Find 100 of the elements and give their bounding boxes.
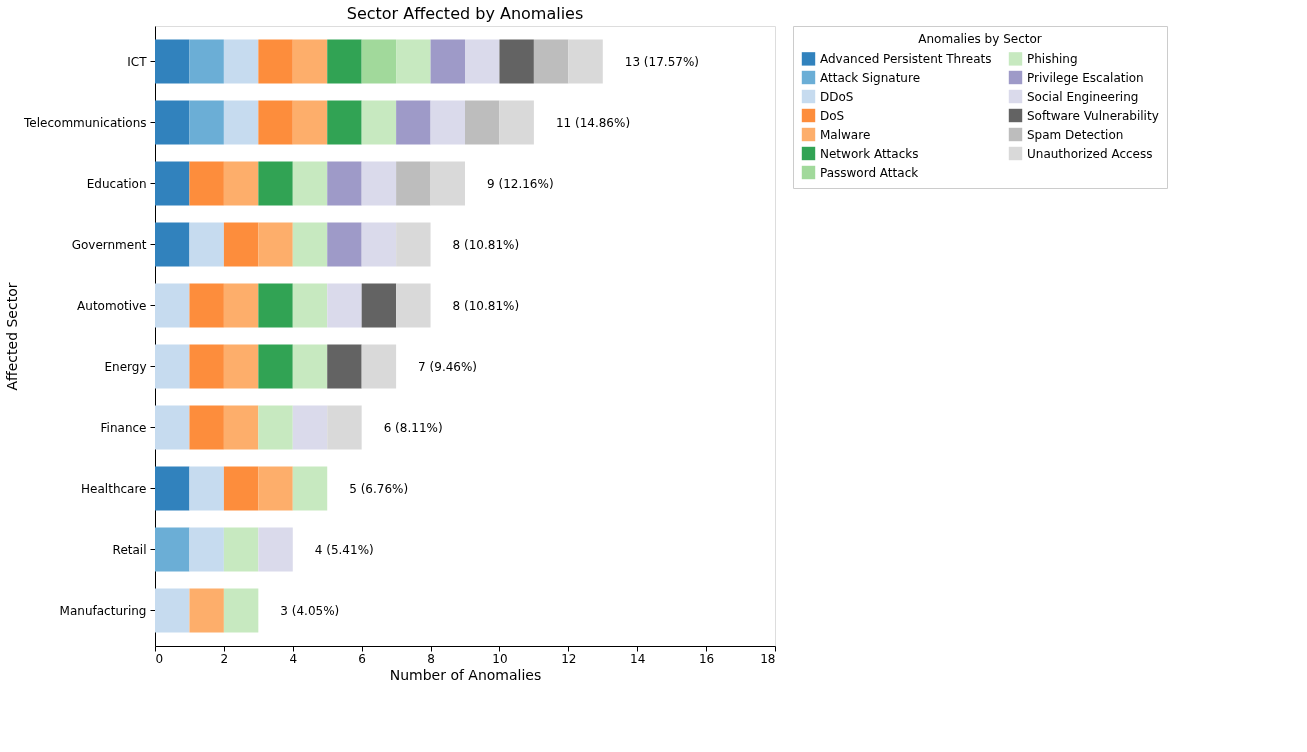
bar [465, 39, 500, 84]
legend-label: Advanced Persistent Threats [820, 51, 992, 66]
bar [155, 222, 190, 267]
bar [223, 405, 259, 450]
bar [396, 283, 431, 328]
bar [155, 466, 190, 511]
bar [155, 100, 190, 145]
bar [361, 283, 397, 328]
total-label: 9 (12.16%) [487, 176, 554, 191]
bar [292, 405, 328, 450]
bar [189, 161, 224, 206]
bar [155, 161, 190, 206]
total-label: 13 (17.57%) [624, 54, 699, 69]
legend-label: Network Attacks [820, 146, 919, 161]
bar [361, 161, 397, 206]
bar [465, 100, 500, 145]
bar [189, 100, 224, 145]
bar [189, 588, 224, 633]
legend-label: Spam Detection [1027, 127, 1124, 142]
total-label: 11 (14.86%) [555, 115, 631, 130]
bar [155, 283, 190, 328]
legend-title: Anomalies by Sector [918, 32, 1042, 46]
y-tick-label: Retail [112, 543, 147, 557]
bar [292, 344, 328, 389]
legend-label: Social Engineering [1027, 89, 1139, 104]
y-tick-label: Healthcare [81, 482, 147, 496]
bar [327, 222, 362, 267]
bar [327, 344, 362, 389]
bar [327, 283, 362, 328]
bar [292, 222, 328, 267]
bar [189, 405, 224, 450]
x-tick-label: 6 [358, 651, 366, 666]
bar [396, 39, 431, 84]
y-axis-title: Affected Sector [4, 282, 21, 391]
bar [327, 405, 362, 450]
legend-label: Password Attack [820, 165, 919, 180]
y-tick-label: Automotive [77, 299, 147, 313]
bar [327, 161, 362, 206]
x-tick-label: 16 [698, 651, 715, 666]
bar [189, 283, 224, 328]
x-axis-title: Number of Anomalies [389, 666, 542, 683]
bar [155, 588, 190, 633]
bar [430, 161, 465, 206]
total-label: 8 (10.81%) [452, 237, 520, 252]
x-tick-label: 0 [155, 651, 164, 666]
x-tick-label: 8 [427, 651, 435, 666]
bar [258, 283, 293, 328]
bar [361, 100, 397, 145]
bar [223, 161, 259, 206]
bar [189, 39, 224, 84]
bar [533, 39, 569, 84]
legend-label: DDoS [820, 89, 854, 104]
y-tick-label: Energy [104, 360, 147, 374]
bar [361, 39, 397, 84]
bar [189, 527, 224, 572]
legend-label: Software Vulnerability [1027, 108, 1159, 123]
bar [292, 39, 328, 84]
x-tick-label: 18 [760, 651, 776, 666]
bar [258, 39, 293, 84]
total-label: 6 (8.11%) [383, 420, 443, 435]
legend-label: Malware [820, 127, 871, 142]
bar [430, 39, 465, 84]
x-tick-label: 14 [630, 651, 646, 666]
legend-label: Phishing [1027, 51, 1078, 66]
legend-label: Unauthorized Access [1027, 146, 1153, 161]
total-label: 4 (5.41%) [314, 542, 374, 557]
bar [223, 100, 259, 145]
bar [327, 100, 362, 145]
bar [292, 100, 328, 145]
bar [292, 466, 328, 511]
legend-label: DoS [820, 108, 845, 123]
total-label: 7 (9.46%) [418, 359, 478, 374]
bar [223, 39, 259, 84]
bar [223, 283, 259, 328]
bar [223, 344, 259, 389]
bar [258, 527, 293, 572]
bar [499, 100, 534, 145]
y-tick-label: Finance [100, 421, 147, 435]
bar [258, 222, 293, 267]
bar [396, 100, 431, 145]
bar [189, 466, 224, 511]
x-tick-label: 10 [492, 651, 508, 666]
bar [155, 405, 190, 450]
bar [223, 588, 259, 633]
y-tick-label: Education [86, 177, 147, 191]
bar [189, 344, 224, 389]
total-label: 8 (10.81%) [452, 298, 520, 313]
y-tick-label: Government [71, 238, 147, 252]
legend-label: Privilege Escalation [1027, 70, 1144, 85]
x-tick-label: 2 [220, 651, 229, 666]
y-tick-label: ICT [127, 55, 148, 69]
bar [292, 161, 328, 206]
total-label: 5 (6.76%) [349, 481, 409, 496]
y-tick-label: Telecommunications [23, 116, 147, 130]
bar [430, 100, 465, 145]
bar [258, 466, 293, 511]
bar [568, 39, 603, 84]
bar [155, 344, 190, 389]
bar [396, 222, 431, 267]
bar [361, 344, 397, 389]
